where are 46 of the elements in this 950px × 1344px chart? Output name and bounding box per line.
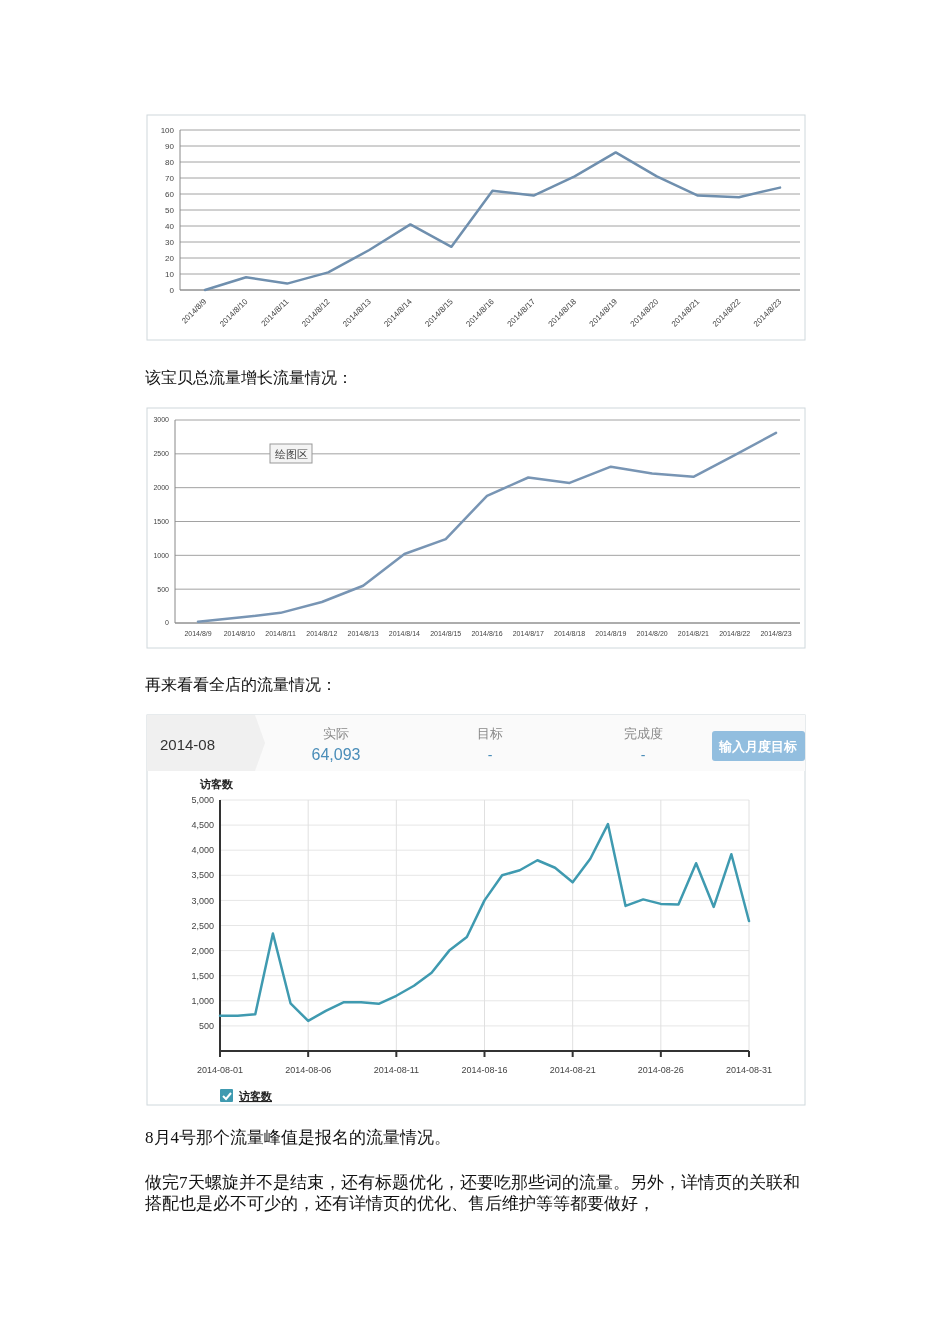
text: 输入月度目标 <box>718 739 797 754</box>
y-tick-label: 3,500 <box>191 870 214 881</box>
y-tick-label: 90 <box>165 141 175 151</box>
text: 2014-08 <box>160 736 216 753</box>
y-tick-label: 50 <box>165 205 175 215</box>
y-tick-label: 3,000 <box>191 895 214 906</box>
y-tick-label: 60 <box>165 189 175 199</box>
line-series <box>218 822 751 1023</box>
x-tick-label: 2014-08-16 <box>461 1065 508 1075</box>
y-tick-label: 500 <box>198 1021 214 1032</box>
text: 完成度 <box>623 726 663 741</box>
chart-title: 该宝贝总流量增长流量情况： <box>145 369 353 386</box>
y-tick-label: 20 <box>165 253 175 263</box>
legend-label: 访客数 <box>238 1090 273 1102</box>
text: 实际 <box>323 726 349 741</box>
y-tick-label: 10 <box>165 269 175 279</box>
line-series <box>203 151 782 292</box>
y-tick-label: 1,000 <box>191 995 214 1006</box>
y-tick-label: 100 <box>160 125 175 135</box>
y-tick-label: 30 <box>165 237 175 247</box>
y-tick-label: 4,000 <box>191 845 214 856</box>
text: - <box>487 747 493 763</box>
text: 做完7天螺旋并不是结束，还有标题优化，还要吃那些词的流量。另外，详情页的关联和搭配也是必不可少的，还有详情页的优化、售后维护等等都要做好， <box>145 1173 800 1213</box>
chart-title: 再来看看全店的流量情况： <box>145 676 337 693</box>
text: 目标 <box>477 726 503 741</box>
y-tick-label: 2,500 <box>191 920 214 931</box>
y-tick-label: 70 <box>165 173 175 183</box>
annotation: 绘图区 <box>274 448 308 460</box>
y-tick-label: 40 <box>165 221 175 231</box>
x-tick-label: 2014-08-11 <box>373 1065 420 1075</box>
y-tick-label: 0 <box>169 285 175 295</box>
x-tick-label: 2014-08-06 <box>285 1065 332 1075</box>
text: - <box>640 747 646 763</box>
x-tick-label: 2014-08-21 <box>549 1065 596 1075</box>
y-tick-label: 80 <box>165 157 175 167</box>
y-tick-label: 2,000 <box>191 945 214 956</box>
text: 8月4号那个流量峰值是报名的流量情况。 <box>145 1128 451 1147</box>
y-axis-title: 访客数 <box>199 778 234 790</box>
x-tick-label: 2014-08-26 <box>637 1065 684 1075</box>
y-tick-label: 1,500 <box>191 970 214 981</box>
text: 64,093 <box>311 746 361 763</box>
y-tick-label: 4,500 <box>191 820 214 831</box>
y-tick-label: 5,000 <box>191 795 214 806</box>
line-series <box>196 431 778 623</box>
x-tick-label: 2014-08-01 <box>196 1065 244 1075</box>
x-tick-label: 2014-08-31 <box>725 1065 773 1075</box>
